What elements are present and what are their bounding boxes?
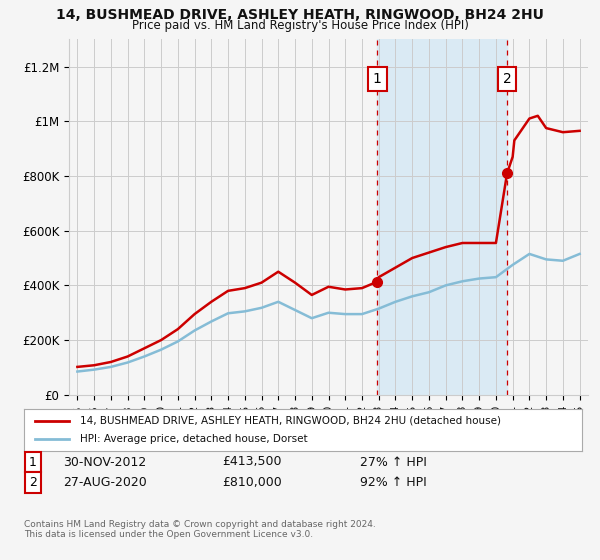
Text: 92% ↑ HPI: 92% ↑ HPI — [360, 476, 427, 489]
Text: 27-AUG-2020: 27-AUG-2020 — [63, 476, 147, 489]
Text: 14, BUSHMEAD DRIVE, ASHLEY HEATH, RINGWOOD, BH24 2HU: 14, BUSHMEAD DRIVE, ASHLEY HEATH, RINGWO… — [56, 8, 544, 22]
Bar — [377, 39, 507, 395]
Text: 30-NOV-2012: 30-NOV-2012 — [63, 455, 146, 469]
Text: 14, BUSHMEAD DRIVE, ASHLEY HEATH, RINGWOOD, BH24 2HU (detached house): 14, BUSHMEAD DRIVE, ASHLEY HEATH, RINGWO… — [80, 416, 501, 426]
Text: 1: 1 — [29, 455, 37, 469]
Text: 2: 2 — [29, 476, 37, 489]
Text: Price paid vs. HM Land Registry's House Price Index (HPI): Price paid vs. HM Land Registry's House … — [131, 19, 469, 32]
Text: £810,000: £810,000 — [222, 476, 282, 489]
Text: 27% ↑ HPI: 27% ↑ HPI — [360, 455, 427, 469]
Text: Contains HM Land Registry data © Crown copyright and database right 2024.
This d: Contains HM Land Registry data © Crown c… — [24, 520, 376, 539]
Text: 1: 1 — [373, 72, 382, 86]
Text: 2: 2 — [503, 72, 511, 86]
Text: £413,500: £413,500 — [222, 455, 281, 469]
Text: HPI: Average price, detached house, Dorset: HPI: Average price, detached house, Dors… — [80, 434, 307, 444]
